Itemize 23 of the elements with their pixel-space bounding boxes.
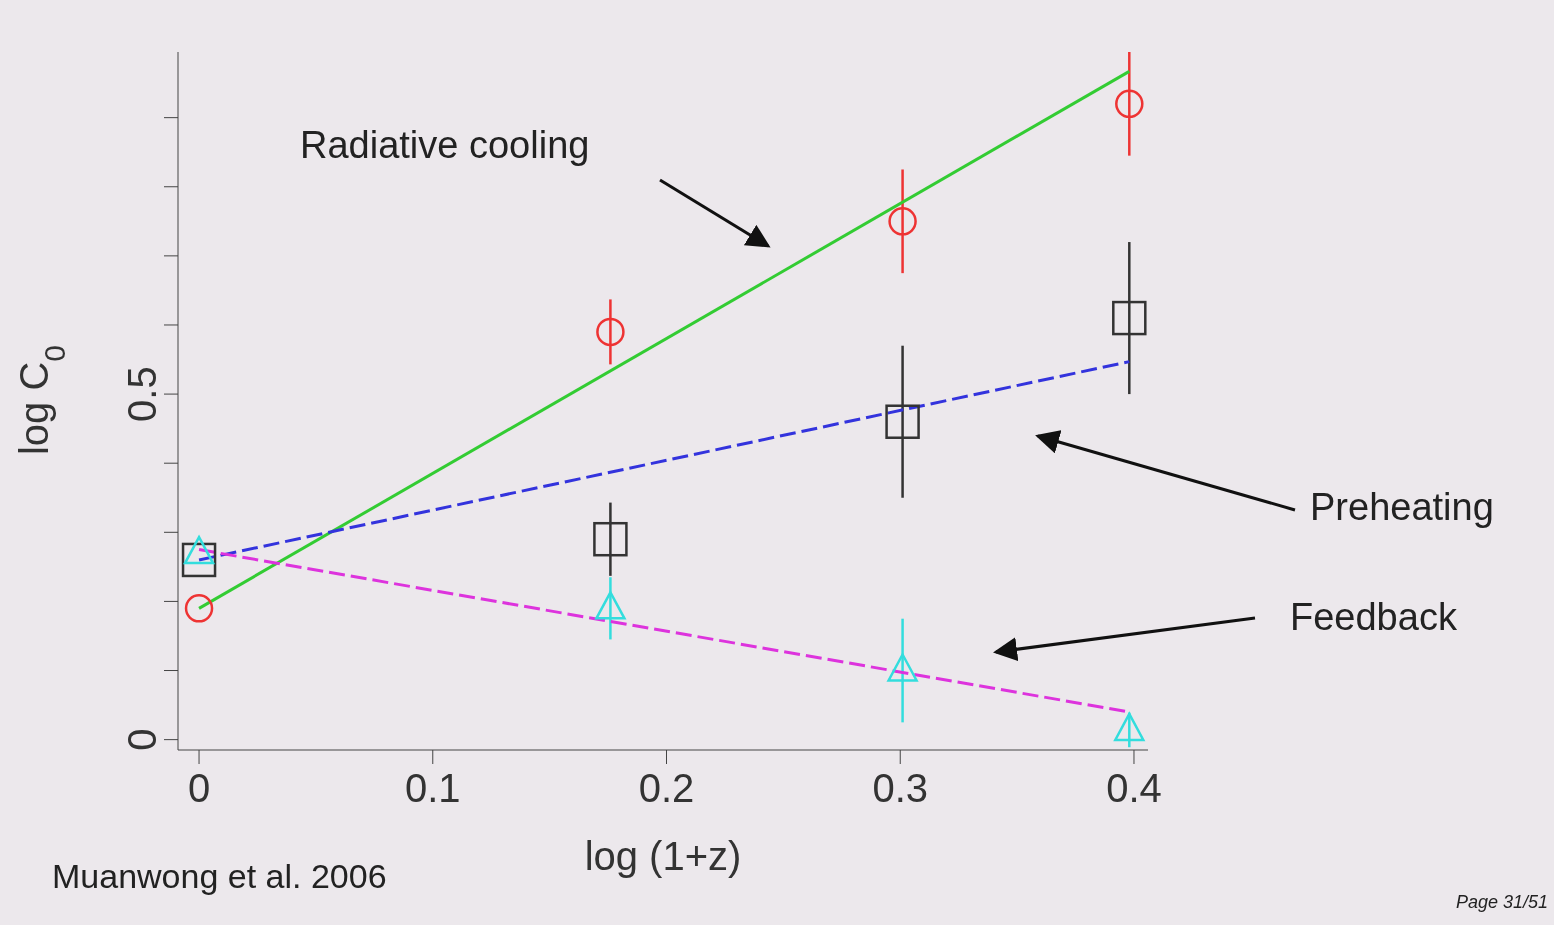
x-axis-title: log (1+z) [584,834,742,878]
text: Preheating [1310,486,1494,528]
text: Muanwong et al. 2006 [52,857,387,895]
point [1112,300,1147,336]
x-tick-label: 0.2 [638,766,695,811]
point [596,317,625,347]
point [887,653,918,682]
annotation: Radiative cooling [300,124,590,166]
point [1114,712,1145,742]
y-tick-label: 0.5 [120,366,164,422]
text: Feedback [1290,596,1458,638]
x-tick-label: 0 [187,766,211,811]
point [1115,89,1144,119]
x-tick-label: 0.1 [404,766,461,811]
point [183,535,215,565]
x-tick-label: 0.4 [1106,766,1162,811]
point [595,591,626,620]
text: Page 31/51 [1455,892,1548,912]
x-tick-label: 0.3 [872,766,929,811]
point [181,542,217,578]
point [593,521,628,557]
point [885,404,920,439]
point [888,207,917,236]
